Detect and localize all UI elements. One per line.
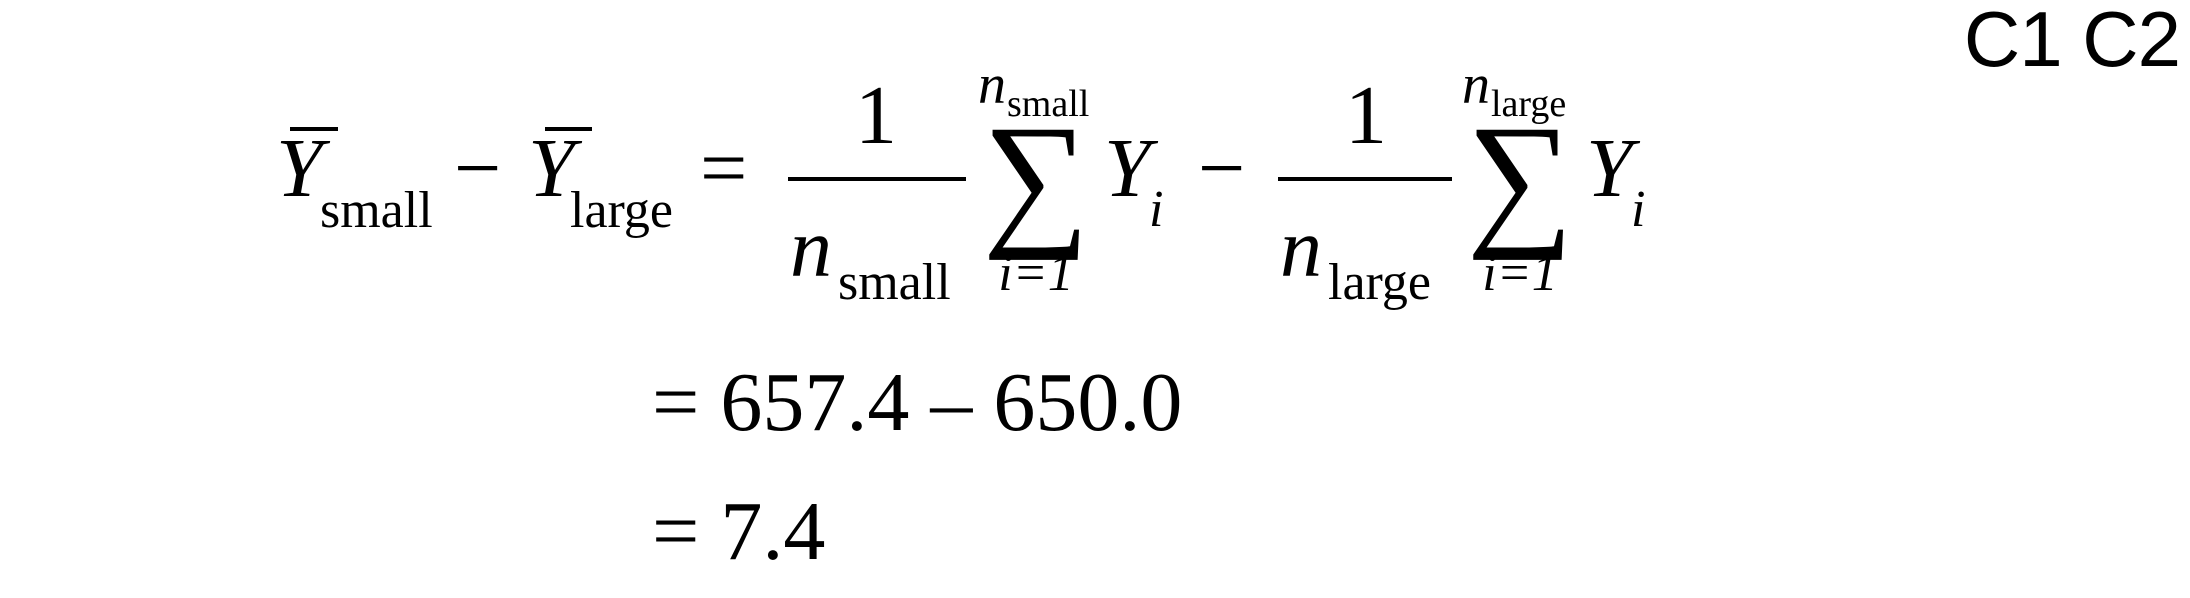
operator-minus: − <box>1198 122 1245 215</box>
lhs-y-small: Y <box>276 122 331 215</box>
fraction-small-denominator-sub: small <box>838 254 951 311</box>
equation-line-3: = 7.4 <box>652 485 825 578</box>
fraction-small-denominator: n <box>790 202 832 295</box>
lhs-minus: − <box>454 122 501 215</box>
summand-large-y: Y <box>1586 122 1641 215</box>
fraction-large-numerator: 1 <box>1345 69 1387 162</box>
sum-large-upper-sub: large <box>1491 83 1566 125</box>
lhs-equals: = <box>700 122 747 215</box>
equation-lhs: Y small − Y large = <box>276 122 747 239</box>
fraction-large-denominator: n <box>1280 202 1322 295</box>
fraction-small-numerator: 1 <box>855 69 897 162</box>
term-large: 1 n large n large ∑ i=1 Y i <box>1278 54 1645 311</box>
term-small: 1 n small n small ∑ i=1 Y i <box>788 54 1163 311</box>
equation-line-2: = 657.4 – 650.0 <box>652 356 1182 449</box>
summand-small-y: Y <box>1104 122 1159 215</box>
sum-large-upper-n: n <box>1462 54 1490 116</box>
sigma-small: ∑ <box>983 95 1090 261</box>
summand-large-sub: i <box>1631 181 1645 238</box>
lhs-sub-large: large <box>570 182 673 239</box>
sigma-large: ∑ <box>1467 95 1574 261</box>
fraction-large-denominator-sub: large <box>1328 254 1431 311</box>
sum-small-upper-n: n <box>978 54 1006 116</box>
summand-small-sub: i <box>1149 181 1163 238</box>
sum-small-lower: i=1 <box>998 245 1074 302</box>
sum-small-upper-sub: small <box>1007 83 1089 125</box>
sum-large-lower: i=1 <box>1482 245 1558 302</box>
corner-label: C1 C2 <box>1963 0 2181 83</box>
lhs-sub-small: small <box>320 182 433 239</box>
lhs-y-large: Y <box>528 122 583 215</box>
